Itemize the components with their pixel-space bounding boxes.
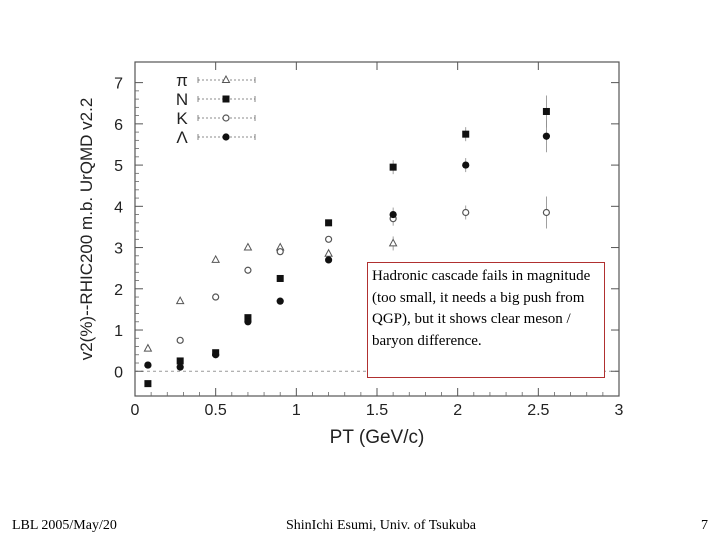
y-tick-label: 3 xyxy=(114,241,123,258)
data-point-series-3 xyxy=(462,161,470,169)
x-tick-label: 1 xyxy=(292,402,301,419)
x-tick-label: 1.5 xyxy=(366,402,388,419)
data-point-series-3 xyxy=(244,318,252,326)
legend-label: N xyxy=(176,90,188,109)
data-point-series-2 xyxy=(212,293,220,301)
legend-label: π xyxy=(176,71,188,90)
data-point-series-1 xyxy=(244,314,252,322)
x-tick-label: 2.5 xyxy=(527,402,549,419)
y-tick-label: 2 xyxy=(114,282,123,299)
data-point-series-0 xyxy=(388,238,398,247)
data-point-series-3 xyxy=(325,256,333,264)
data-point-series-2 xyxy=(176,336,184,344)
legend-marker xyxy=(222,114,230,122)
annotation-callout: Hadronic cascade fails in magnitude (too… xyxy=(367,262,605,378)
legend-label: Λ xyxy=(176,128,188,147)
data-point-series-3 xyxy=(542,132,551,140)
data-point-series-2 xyxy=(276,248,284,256)
data-point-series-0 xyxy=(211,254,221,263)
legend-marker xyxy=(222,95,230,103)
data-point-series-0 xyxy=(175,296,185,305)
y-tick-label: 6 xyxy=(114,117,123,134)
y-axis-label: v2(%)--RHIC200 m.b. UrQMD v2.2 xyxy=(77,98,96,361)
footer-date: LBL 2005/May/20 xyxy=(12,518,117,533)
footer-author: ShinIchi Esumi, Univ. of Tsukuba xyxy=(286,518,476,533)
data-point-series-1 xyxy=(144,380,152,388)
data-point-series-3 xyxy=(276,297,284,305)
data-point-series-0 xyxy=(243,242,253,251)
data-point-series-1 xyxy=(542,107,550,115)
data-point-series-1 xyxy=(325,219,333,227)
data-point-series-2 xyxy=(244,266,252,274)
data-point-series-3 xyxy=(144,361,152,369)
x-tick-label: 3 xyxy=(615,402,624,419)
data-point-series-1 xyxy=(176,357,184,365)
data-point-series-2 xyxy=(325,235,333,243)
data-point-series-3 xyxy=(212,351,220,359)
data-point-series-2 xyxy=(462,208,470,217)
x-tick-label: 0 xyxy=(131,402,140,419)
y-tick-label: 0 xyxy=(114,364,123,381)
legend-marker xyxy=(222,133,230,141)
data-point-series-1 xyxy=(276,274,284,282)
y-tick-label: 4 xyxy=(114,199,123,216)
data-point-series-3 xyxy=(389,210,397,219)
y-tick-label: 7 xyxy=(114,76,123,93)
y-tick-label: 1 xyxy=(114,323,123,340)
x-tick-label: 0.5 xyxy=(205,402,227,419)
data-point-series-1 xyxy=(462,130,470,138)
data-point-series-3 xyxy=(176,363,184,371)
y-tick-label: 5 xyxy=(114,158,123,175)
data-point-series-0 xyxy=(143,343,153,352)
data-point-series-1 xyxy=(389,163,397,171)
x-tick-label: 2 xyxy=(453,402,462,419)
data-point-series-2 xyxy=(542,208,551,217)
x-axis-label: PT (GeV/c) xyxy=(330,427,425,448)
page-number: 7 xyxy=(701,518,708,533)
legend-label: K xyxy=(176,109,188,128)
legend-marker xyxy=(221,74,231,83)
data-point-series-0 xyxy=(324,248,333,257)
